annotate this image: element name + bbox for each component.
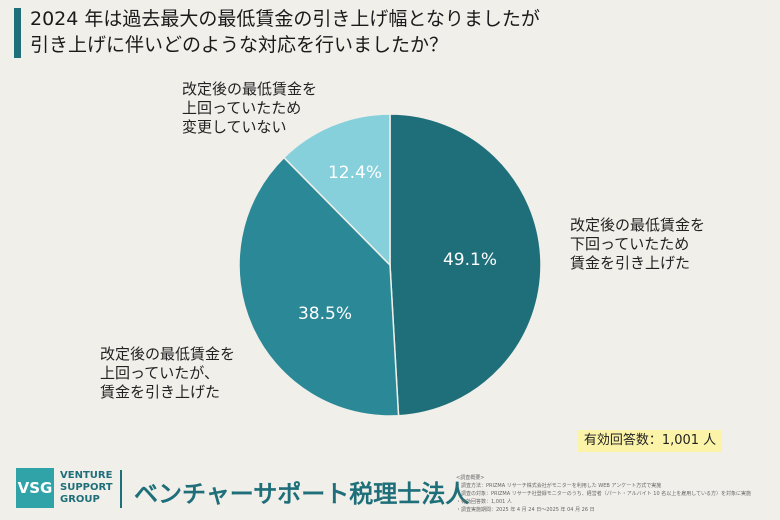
survey-note: ・有効回答数：1,001 人 xyxy=(456,499,512,505)
slice-label-0-line-1: 改定後の最低賃金を xyxy=(570,216,706,234)
slice-label-0-line-2: 下回っていたため xyxy=(570,235,690,253)
pie-slice-1 xyxy=(238,156,400,417)
title-line-2: 引き上げに伴いどのような対応を行いましたか？ xyxy=(30,34,449,56)
title-accent-bar xyxy=(14,8,21,58)
pie-slice-2 xyxy=(282,113,391,267)
slice-label-1: 改定後の最低賃金を 上回っていたが、 賃金を引き上げた xyxy=(100,345,235,402)
slice-value-label-0: 49.1% xyxy=(443,250,497,270)
logo-divider xyxy=(120,470,122,508)
logo-wordmark: VENTURE SUPPORT GROUP xyxy=(60,470,113,506)
slice-label-2-line-3: 変更していない xyxy=(182,118,287,136)
slice-label-1-line-2: 上回っていたが、 xyxy=(100,364,219,382)
slice-label-1-line-1: 改定後の最低賃金を xyxy=(100,345,236,363)
slice-label-2-line-1: 改定後の最低賃金を xyxy=(182,80,318,98)
survey-notes: <調査概要> ・調査方法：PRIZMA リサーチ株式会社がモニターを利用した W… xyxy=(456,474,774,514)
slice-label-0-line-3: 賃金を引き上げた xyxy=(570,254,691,272)
logo-line-1: VENTURE xyxy=(60,470,113,481)
survey-note: ・調査の対象：PRIZMA リサーチ社登録モニターのうち、経営者（パート・アルバ… xyxy=(456,491,752,497)
pie-slice-0 xyxy=(389,113,542,417)
title-line-1: 2024 年は過去最大の最低賃金の引き上げ幅となりましたが xyxy=(30,8,540,30)
survey-note: ・調査方法：PRIZMA リサーチ株式会社がモニターを利用した WEB アンケー… xyxy=(456,483,662,489)
survey-note: ・調査実施期間：2025 年 4 月 24 日～2025 年 04 月 26 日 xyxy=(456,507,595,513)
respondents-badge: 有効回答数：1,001 人 xyxy=(578,430,722,452)
slice-label-2: 改定後の最低賃金を 上回っていたため 変更していない xyxy=(182,80,317,137)
vsg-logo: VSG xyxy=(16,468,54,508)
chart-title: 2024 年は過去最大の最低賃金の引き上げ幅となりましたが 引き上げに伴いどのよ… xyxy=(30,6,770,58)
slice-label-2-line-2: 上回っていたため xyxy=(182,99,302,117)
logo-line-2: SUPPORT xyxy=(60,482,113,493)
slice-value-label-1: 38.5% xyxy=(298,304,352,324)
slice-value-label-2: 12.4% xyxy=(328,163,382,183)
slice-label-1-line-3: 賃金を引き上げた xyxy=(100,383,221,401)
company-name: ベンチャーサポート税理士法人 xyxy=(134,480,470,508)
logo-line-3: GROUP xyxy=(60,494,100,505)
slice-label-0: 改定後の最低賃金を 下回っていたため 賃金を引き上げた xyxy=(570,216,705,273)
survey-note: <調査概要> xyxy=(456,475,485,481)
